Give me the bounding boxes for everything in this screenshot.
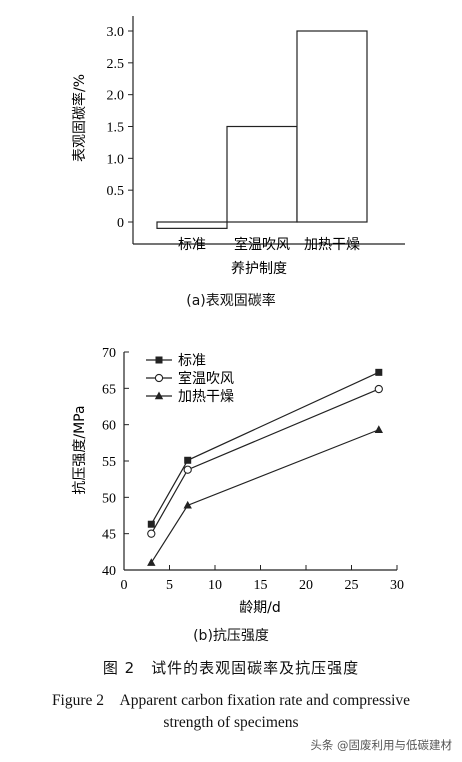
line-x-axis-label: 龄期/d — [239, 600, 281, 616]
line-y-axis-label: 抗压强度/MPa — [72, 405, 88, 494]
bar-category-label: 标准 — [178, 237, 206, 253]
marker-square — [155, 356, 163, 364]
bar-y-tick-label: 0.5 — [107, 184, 125, 199]
marker-square — [184, 456, 192, 464]
figure-caption-cn: 图 2 试件的表观固碳率及抗压强度 — [102, 659, 360, 677]
bar-y-tick-label: 0 — [117, 216, 124, 231]
bar-x-axis-label: 养护制度 — [231, 261, 287, 277]
marker-triangle — [147, 558, 156, 566]
legend-label: 标准 — [178, 353, 206, 369]
line-x-tick-label: 15 — [254, 578, 268, 593]
line-y-tick-label: 40 — [102, 564, 116, 579]
bar-chart: 0 0.5 1.0 1.5 2.0 2.5 3.0 标准 室温吹风 加热干燥 表观固碳率/% 养… — [71, 16, 405, 277]
legend-label: 室温吹风 — [178, 370, 234, 387]
marker-square — [147, 520, 155, 528]
marker-square — [375, 368, 383, 376]
line-x-tick-label: 0 — [121, 578, 128, 593]
line-x-tick-label: 30 — [390, 578, 404, 593]
bar-chart-categories: 标准 室温吹风 加热干燥 — [178, 236, 360, 253]
line-x-tick-label: 5 — [166, 578, 173, 593]
line-y-tick-label: 55 — [102, 455, 116, 470]
line-x-tick-label: 20 — [299, 578, 313, 593]
marker-triangle — [183, 500, 192, 509]
bar-chart-bars — [156, 30, 368, 229]
figure-caption-en-line1: Figure 2 Apparent carbon fixation rate a… — [51, 692, 411, 709]
line-y-tick-label: 60 — [102, 419, 116, 434]
line-x-tick-label: 25 — [345, 578, 359, 593]
line-chart-y-ticks: 40 45 50 55 60 65 70 — [102, 346, 129, 579]
line-chart-series — [147, 368, 383, 566]
panel-b-caption: (b)抗压强度 — [193, 628, 269, 644]
figure-caption-en-line2: strength of specimens — [163, 714, 299, 731]
bar — [296, 30, 368, 223]
bar — [156, 221, 228, 229]
marker-triangle — [374, 425, 383, 433]
line-y-tick-label: 45 — [102, 528, 116, 543]
marker-circle — [183, 465, 192, 474]
bar-chart-axes — [132, 16, 405, 245]
line-y-tick-label: 70 — [102, 346, 116, 361]
bar-y-tick-label: 2.5 — [107, 57, 125, 72]
line-x-tick-label: 10 — [208, 578, 222, 593]
watermark-text: 头条 @固废利用与低碳建材 — [310, 738, 452, 752]
line-chart-axes — [123, 352, 397, 571]
line-y-tick-label: 50 — [102, 491, 116, 506]
series-line — [150, 429, 380, 564]
marker-circle — [154, 373, 164, 383]
bar-y-tick-label: 3.0 — [107, 25, 125, 40]
marker-circle — [374, 384, 383, 394]
bar-y-axis-label: 表观固碳率/% — [71, 74, 88, 162]
panel-a-caption: (a)表观固碳率 — [186, 293, 276, 309]
line-y-tick-label: 65 — [102, 382, 116, 397]
line-chart-x-ticks: 0 5 10 15 20 25 30 — [121, 565, 404, 593]
bar-y-tick-label: 2.0 — [107, 89, 125, 104]
bar-category-label: 室温吹风 — [234, 236, 290, 253]
legend-label: 加热干燥 — [178, 389, 234, 405]
bar-y-tick-label: 1.0 — [107, 152, 125, 167]
bar — [226, 125, 298, 223]
bar-category-label: 加热干燥 — [304, 237, 360, 253]
marker-circle — [147, 529, 156, 538]
marker-triangle — [154, 391, 164, 400]
bar-y-tick-label: 1.5 — [107, 121, 125, 136]
bar-chart-y-ticks: 0 0.5 1.0 1.5 2.0 2.5 3.0 — [107, 25, 133, 231]
